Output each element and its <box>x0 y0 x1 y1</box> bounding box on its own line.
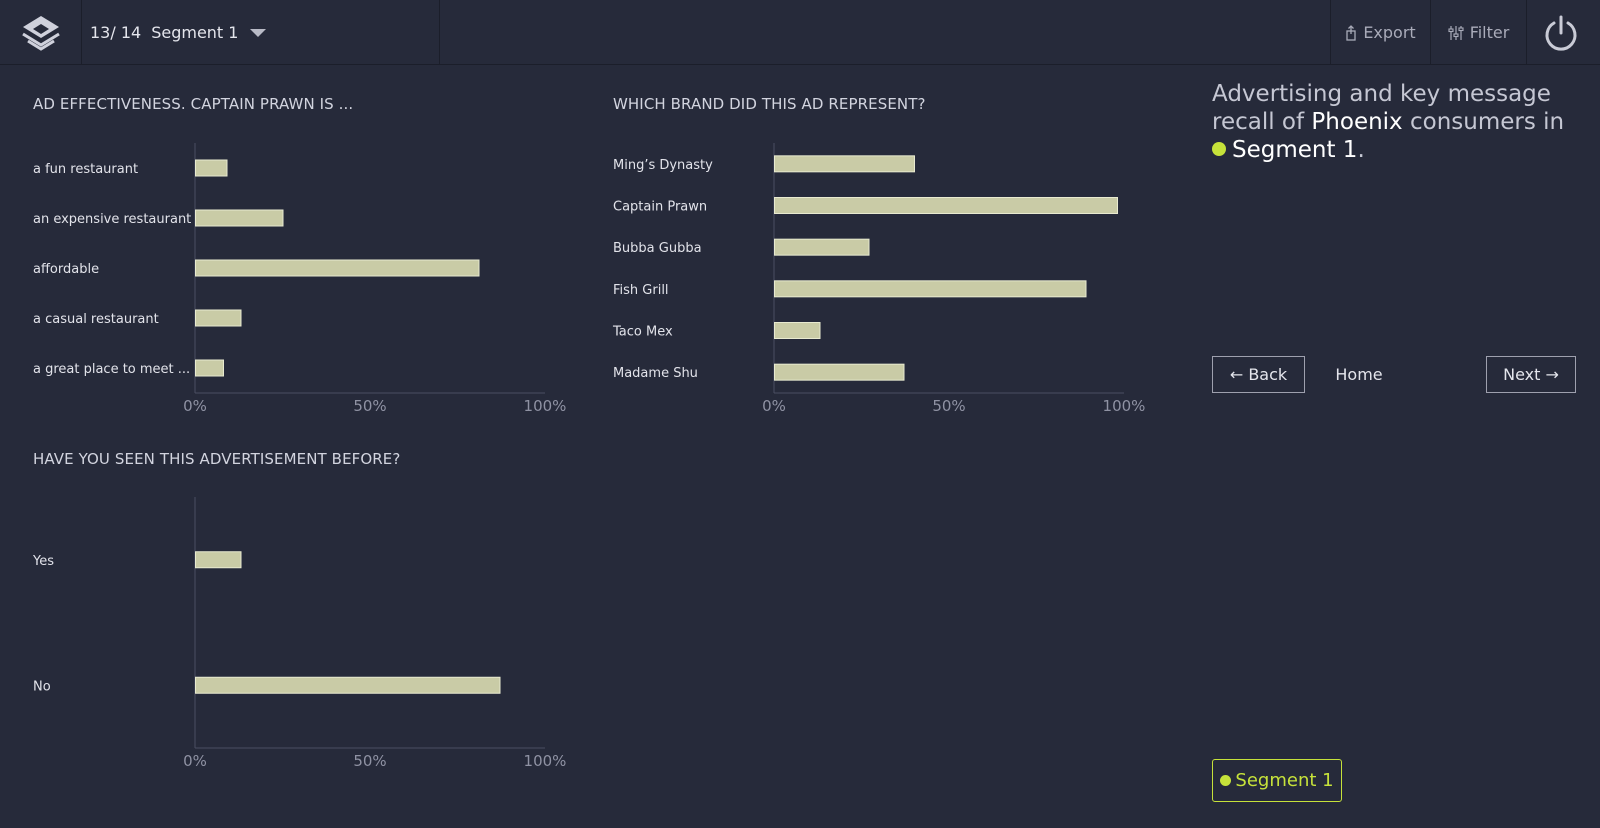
logo-icon <box>21 15 60 51</box>
category-label: affordable <box>33 262 99 277</box>
category-label: a great place to meet ... <box>33 362 190 377</box>
x-tick-label: 0% <box>183 397 207 415</box>
bar <box>195 159 228 177</box>
app-logo[interactable] <box>0 0 82 65</box>
filter-label: Filter <box>1469 23 1510 42</box>
category-label: Ming’s Dynasty <box>613 158 713 173</box>
export-icon <box>1346 24 1356 41</box>
x-tick-label: 50% <box>932 397 965 415</box>
category-label: Captain Prawn <box>613 200 707 215</box>
bar <box>774 197 1118 214</box>
chart-title-brand: WHICH BRAND DID THIS AD REPRESENT? <box>613 95 926 113</box>
bar <box>195 209 284 227</box>
export-button[interactable]: Export <box>1330 0 1430 65</box>
chevron-down-icon <box>250 28 267 37</box>
category-label: Bubba Gubba <box>613 241 702 256</box>
bar <box>195 676 501 694</box>
category-label: a fun restaurant <box>33 162 138 177</box>
segment-name: Segment 1 <box>151 23 239 42</box>
filter-button[interactable]: Filter <box>1430 0 1526 65</box>
x-tick-label: 50% <box>353 397 386 415</box>
segment-badge-dot <box>1220 775 1232 786</box>
bar <box>195 551 242 569</box>
category-label: Fish Grill <box>613 283 669 298</box>
next-button[interactable]: Next → <box>1486 356 1576 393</box>
category-label: Taco Mex <box>612 325 673 340</box>
power-icon <box>1545 15 1576 51</box>
bar <box>195 309 242 327</box>
bar <box>774 322 821 339</box>
headline-text-mid: consumers in <box>1402 109 1565 135</box>
category-label: Madame Shu <box>613 366 698 381</box>
chart-title-ad-effectiveness: AD EFFECTIVENESS. CAPTAIN PRAWN IS ... <box>33 95 354 113</box>
headline-city: Phoenix <box>1311 109 1403 135</box>
x-tick-label: 50% <box>353 752 386 770</box>
x-tick-label: 0% <box>762 397 786 415</box>
slide-counter: 13/ 14 <box>90 23 142 42</box>
back-button[interactable]: ← Back <box>1212 356 1305 393</box>
chart-brand-recall: Ming’s Dynasty Captain Prawn Bubba Gubba Fi… <box>612 143 1146 415</box>
category-label: No <box>33 679 51 694</box>
chart-title-seen-before: HAVE YOU SEEN THIS ADVERTISEMENT BEFORE? <box>33 450 401 468</box>
bar <box>774 280 1087 298</box>
segment-selector[interactable]: 13/ 14 Segment 1 <box>82 0 440 65</box>
slide-headline: Advertising and key message recall of Ph… <box>1212 80 1582 164</box>
chart-ad-effectiveness: a fun restaurant an expensive restaurant a… <box>33 143 567 415</box>
filter-sliders-icon <box>1448 25 1464 40</box>
x-tick-label: 100% <box>524 752 567 770</box>
power-button[interactable] <box>1526 0 1600 65</box>
category-label: Yes <box>32 554 54 569</box>
headline-segment: Segment 1 <box>1232 137 1358 163</box>
category-label: an expensive restaurant <box>33 212 191 227</box>
bar <box>774 155 915 173</box>
export-label: Export <box>1363 23 1416 42</box>
top-bar: 13/ 14 Segment 1 Export Filter <box>0 0 1600 65</box>
bar <box>774 238 870 256</box>
bar <box>774 363 905 381</box>
x-tick-label: 100% <box>1103 397 1146 415</box>
x-tick-label: 0% <box>183 752 207 770</box>
home-link[interactable]: Home <box>1335 365 1383 384</box>
segment-badge-label: Segment 1 <box>1235 770 1334 791</box>
x-tick-label: 100% <box>524 397 567 415</box>
segment-color-dot <box>1212 142 1226 156</box>
headline-text-pre: Advertising and key message recall of <box>1212 81 1551 135</box>
headline-text-end: . <box>1357 137 1365 163</box>
bar <box>195 259 480 277</box>
segment-badge[interactable]: Segment 1 <box>1212 759 1342 802</box>
category-label: a casual restaurant <box>33 312 159 327</box>
chart-seen-before: Yes No 0% 50% 100% <box>32 497 567 770</box>
bar <box>195 359 224 377</box>
